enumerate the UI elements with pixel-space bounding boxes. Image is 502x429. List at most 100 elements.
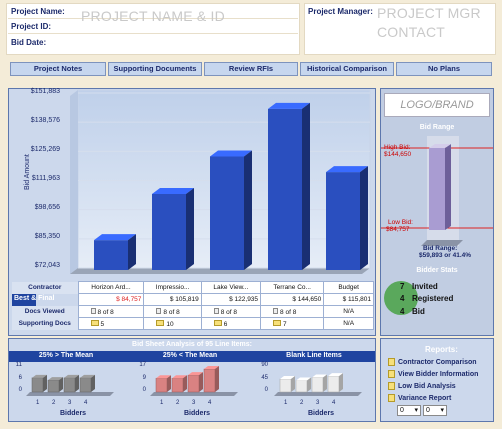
range-floor (421, 240, 463, 246)
report-link-bidder-information[interactable]: View Bidder Information (398, 371, 479, 378)
supporting-docs-cell[interactable]: 10 (143, 317, 202, 330)
mini-bar-side (215, 366, 219, 392)
mini-x-tick: 4 (84, 400, 88, 406)
mini-bar-top (156, 375, 171, 379)
mini-x-label: Bidders (60, 410, 87, 417)
mini-bar-side (291, 376, 295, 392)
project-name-label: Project Name: (11, 7, 65, 16)
mini-bar-side (75, 374, 79, 392)
bid-sheet-title: Bid Sheet Analysis of 95 Line Items: (132, 341, 252, 348)
mini-floor (274, 392, 362, 396)
bid-amount: $ 144,650 (260, 293, 325, 306)
nav-review-rfis[interactable]: Review RFIs (204, 62, 298, 76)
mini-tick: 0 (18, 387, 22, 393)
mini-bar-side (43, 374, 47, 392)
report-link-variance-report[interactable]: Variance Report (398, 395, 452, 402)
mini-bar-side (91, 374, 95, 392)
bar-side (128, 234, 136, 270)
nav-project-notes[interactable]: Project Notes (10, 62, 106, 76)
chevron-down-icon: ▾ (440, 407, 444, 414)
mini-tick: 11 (15, 362, 22, 368)
document-icon (156, 307, 162, 314)
contractor-name[interactable]: Horizon Ard... (77, 281, 145, 294)
supporting-docs-cell[interactable]: 6 (200, 317, 262, 330)
mini-bar-top (172, 375, 187, 379)
bid-count: 4 (400, 307, 405, 316)
mini-bar-top (328, 373, 343, 377)
mini-bar-top (188, 372, 203, 376)
bid-range-chart (381, 136, 493, 246)
bar-side (302, 102, 310, 270)
report-link-low-bid-analysis[interactable]: Low Bid Analysis (398, 383, 456, 390)
nav-no-plans[interactable]: No Plans (396, 62, 492, 76)
mini-bar-side (59, 377, 63, 392)
report-icon (388, 358, 395, 366)
envelope-icon (213, 319, 222, 326)
nav-historical-comparison[interactable]: Historical Comparison (300, 62, 394, 76)
contractor-name[interactable]: Lake View... (200, 281, 262, 294)
mini-chart-header-bar (9, 351, 375, 362)
bar-top (94, 234, 136, 241)
y-tick: $151,883 (30, 88, 60, 95)
mini-bar (63, 377, 76, 393)
supporting-docs-cell[interactable]: 5 (77, 317, 145, 330)
document-icon (273, 307, 279, 314)
mini-bar-top (312, 374, 327, 378)
divider (8, 18, 298, 19)
mini-x-tick: 1 (284, 400, 288, 406)
docs-viewed-cell[interactable]: 8 of 8 (143, 305, 202, 318)
document-icon (90, 307, 96, 314)
bar (94, 240, 128, 270)
bar (326, 172, 360, 270)
bid-amount: $ 122,935 (200, 293, 262, 306)
mini-x-tick: 2 (176, 400, 180, 406)
docs-viewed-value: N/A (323, 305, 374, 318)
contractor-label: Contractor (12, 281, 78, 294)
report-icon (388, 370, 395, 378)
docs-viewed-cell[interactable]: 8 of 8 (200, 305, 262, 318)
mini-bar (155, 377, 168, 393)
logo-box: LOGO/BRAND (384, 93, 490, 117)
mini-x-tick: 4 (208, 400, 212, 406)
mini-bar-top (48, 377, 63, 381)
mini-x-label: Bidders (184, 410, 211, 417)
supporting-docs-value: 10 (166, 320, 174, 328)
bidder-stats-title: Bidder Stats (416, 267, 458, 274)
mini-x-tick: 1 (160, 400, 164, 406)
project-name-placeholder: PROJECT NAME & ID (81, 8, 225, 24)
range-bar-side (445, 144, 451, 230)
variance-select-1[interactable]: 0 ▾ (397, 405, 421, 416)
bar-top (152, 187, 194, 194)
registered-count: 4 (400, 294, 405, 303)
supporting-docs-cell[interactable]: 7 (260, 317, 325, 330)
report-link-contractor-comparison[interactable]: Contractor Comparison (398, 359, 477, 366)
docs-viewed-cell[interactable]: 8 of 8 (77, 305, 145, 318)
contractor-name[interactable]: Terrane Co... (260, 281, 325, 294)
bid-range-label: Bid Range: (423, 245, 458, 252)
nav-supporting-documents[interactable]: Supporting Documents (108, 62, 202, 76)
registered-label: Registered (412, 294, 454, 303)
docs-viewed-label: Docs Viewed (12, 305, 78, 318)
mini-bar (279, 378, 292, 393)
supporting-docs-value: 5 (100, 320, 105, 328)
mini-bar-side (183, 375, 187, 392)
budget-label: Budget (323, 281, 374, 294)
mini-bar-top (64, 374, 79, 378)
mini-bar-top (296, 377, 311, 381)
bar-side (186, 187, 194, 270)
project-id-label: Project ID: (11, 22, 52, 31)
table-row: Best & Final $ 84,757 $ 105,819 $ 122,93… (12, 293, 374, 306)
mini-bar (171, 377, 184, 393)
bid-date-label: Bid Date: (11, 38, 47, 47)
mini-tick: 9 (142, 375, 146, 381)
bid-table: Contractor Horizon Ard... Impressio... L… (12, 281, 374, 330)
manager-box (304, 3, 496, 55)
contractor-name[interactable]: Impressio... (143, 281, 202, 294)
docs-viewed-value: 8 of 8 (220, 308, 237, 316)
bid-label: Bid (412, 307, 425, 316)
project-manager-label: Project Manager: (308, 7, 373, 16)
docs-viewed-cell[interactable]: 8 of 8 (260, 305, 325, 318)
best-final-button[interactable]: Best & Final (12, 293, 54, 306)
y-tick: $125,269 (30, 146, 60, 153)
variance-select-2[interactable]: 0 ▾ (423, 405, 447, 416)
